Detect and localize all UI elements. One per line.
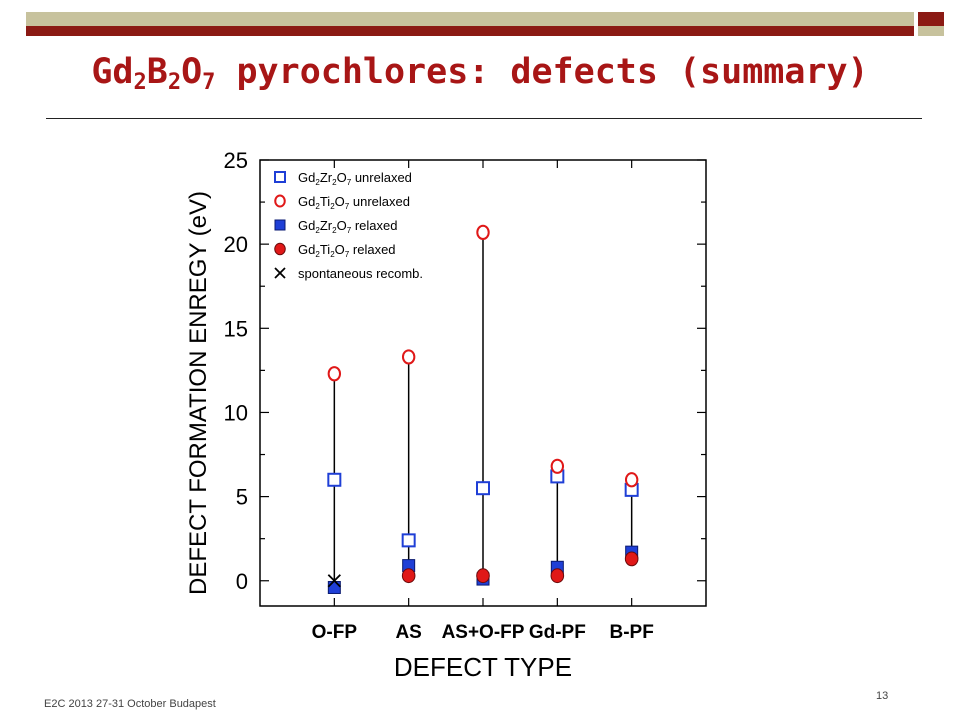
- legend-label: Gd2Zr2O7 unrelaxed: [298, 170, 412, 187]
- legend-marker: [274, 242, 286, 256]
- header-decoration-bar: [26, 12, 944, 36]
- x-axis-title: DEFECT TYPE: [394, 652, 572, 682]
- legend-marker: [274, 194, 286, 208]
- data-point: [550, 458, 565, 474]
- data-point: [476, 568, 490, 584]
- legend-subscript: 2: [330, 202, 335, 211]
- title-subscript: 2: [167, 70, 182, 95]
- legend-text-part: Gd: [298, 170, 315, 185]
- header-bar-olive: [26, 12, 914, 26]
- title-part: B: [146, 52, 168, 92]
- legend-subscript: 2: [315, 202, 320, 211]
- header-bar-red: [26, 26, 914, 36]
- legend-label: spontaneous recomb.: [298, 266, 423, 281]
- legend-subscript: 2: [315, 178, 320, 187]
- title-divider: [46, 118, 922, 119]
- x-category-label: AS+O-FP: [442, 622, 525, 643]
- legend-subscript: 7: [347, 178, 352, 187]
- data-point: [476, 481, 490, 496]
- y-tick-label: 0: [236, 569, 248, 594]
- data-point: [624, 551, 639, 567]
- data-point: [624, 472, 639, 488]
- legend-text-part: unrelaxed: [349, 194, 410, 209]
- y-axis-title: DEFECT FORMATION ENREGY (eV): [185, 191, 212, 595]
- slide-title: Gd2B2O7 pyrochlores: defects (summary): [0, 52, 960, 95]
- x-category-label: AS: [395, 622, 421, 643]
- x-category-label: B-PF: [610, 622, 654, 643]
- data-point: [401, 349, 416, 365]
- page-number: 13: [876, 690, 889, 702]
- legend-marker: [274, 171, 286, 183]
- data-point: [401, 533, 416, 548]
- legend-label: Gd2Ti2O7 unrelaxed: [298, 194, 410, 211]
- x-category-label: O-FP: [312, 622, 358, 643]
- title-part: Gd: [91, 52, 134, 92]
- y-tick-label: 15: [224, 316, 248, 341]
- legend-text-part: O: [335, 194, 345, 209]
- legend-label: Gd2Ti2O7 relaxed: [298, 242, 396, 259]
- title-part: pyrochlores: defects (summary): [215, 52, 869, 92]
- legend-subscript: 7: [345, 250, 350, 259]
- footer-event: E2C 2013 27-31 October Budapest: [44, 698, 216, 710]
- legend-text-part: O: [335, 242, 345, 257]
- legend-subscript: 2: [315, 250, 320, 259]
- legend-text-part: unrelaxed: [351, 170, 412, 185]
- data-point: [550, 568, 565, 584]
- legend-subscript: 2: [332, 226, 337, 235]
- legend-text-part: Ti: [320, 242, 330, 257]
- legend-subscript: 2: [315, 226, 320, 235]
- legend-subscript: 7: [345, 202, 350, 211]
- legend-text-part: Gd: [298, 218, 315, 233]
- legend-text-part: spontaneous recomb.: [298, 266, 423, 281]
- data-point: [476, 224, 490, 240]
- legend-text-part: relaxed: [349, 242, 395, 257]
- legend-marker: [274, 219, 286, 231]
- title-subscript: 7: [202, 70, 216, 95]
- defect-energy-chart: 0 5 10 15 20 25 O-FP AS AS+O-FP Gd-PF B-PF DEFECT T…: [185, 148, 707, 682]
- legend-text-part: Ti: [320, 194, 330, 209]
- legend-subscript: 7: [347, 226, 352, 235]
- legend-text-part: O: [337, 218, 347, 233]
- x-category-label: Gd-PF: [529, 622, 586, 643]
- legend-marker: [274, 267, 286, 279]
- y-tick-label: 20: [224, 232, 248, 257]
- title-subscript: 2: [133, 70, 147, 95]
- data-point: [327, 574, 341, 588]
- title-part: O: [181, 52, 203, 92]
- data-point: [327, 472, 342, 487]
- data-point: [401, 568, 416, 584]
- legend-text-part: Zr: [320, 170, 333, 185]
- legend-text-part: Gd: [298, 242, 315, 257]
- legend-subscript: 2: [332, 178, 337, 187]
- legend-text-part: relaxed: [351, 218, 397, 233]
- legend-subscript: 2: [330, 250, 335, 259]
- y-tick-label: 25: [224, 148, 248, 173]
- header-square-red: [918, 12, 944, 26]
- y-tick-label: 10: [224, 400, 248, 425]
- legend-label: Gd2Zr2O7 relaxed: [298, 218, 397, 235]
- legend-text-part: Zr: [320, 218, 333, 233]
- y-tick-label: 5: [236, 485, 248, 510]
- legend-text-part: O: [337, 170, 347, 185]
- data-point: [327, 366, 342, 382]
- data-point: [327, 580, 341, 594]
- legend-text-part: Gd: [298, 194, 315, 209]
- header-square-olive: [918, 26, 944, 36]
